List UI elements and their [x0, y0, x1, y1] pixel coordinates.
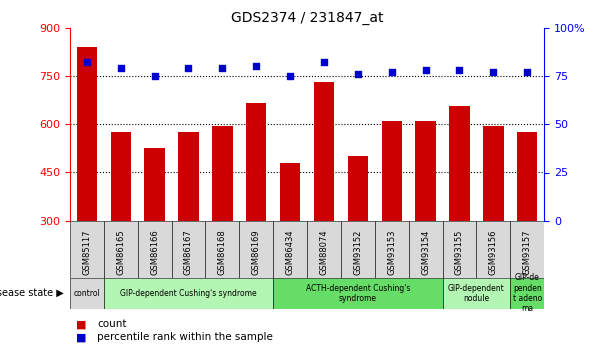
Text: GIP-de
penden
t adeno
ma: GIP-de penden t adeno ma [513, 273, 542, 313]
FancyBboxPatch shape [341, 221, 375, 278]
Bar [280, 163, 300, 221]
Text: control: control [74, 289, 100, 298]
Point [421, 67, 430, 73]
Text: GSM86165: GSM86165 [116, 229, 125, 275]
Text: GSM88074: GSM88074 [319, 229, 328, 275]
Bar [449, 107, 469, 221]
FancyBboxPatch shape [171, 221, 206, 278]
Text: GSM85117: GSM85117 [82, 229, 91, 275]
Text: GSM93156: GSM93156 [489, 229, 498, 275]
Bar [246, 103, 266, 221]
FancyBboxPatch shape [206, 221, 240, 278]
Point [218, 66, 227, 71]
Point [285, 73, 295, 79]
Bar [145, 148, 165, 221]
Bar [517, 132, 537, 221]
FancyBboxPatch shape [273, 278, 443, 309]
FancyBboxPatch shape [137, 221, 171, 278]
Text: GIP-dependent Cushing's syndrome: GIP-dependent Cushing's syndrome [120, 289, 257, 298]
Text: GSM86166: GSM86166 [150, 229, 159, 275]
Bar [178, 132, 199, 221]
Point [82, 60, 92, 65]
Text: GSM93152: GSM93152 [353, 229, 362, 275]
Title: GDS2374 / 231847_at: GDS2374 / 231847_at [231, 11, 383, 25]
Point [353, 71, 363, 77]
FancyBboxPatch shape [104, 221, 137, 278]
Bar [111, 132, 131, 221]
Point [455, 67, 465, 73]
Text: count: count [97, 319, 127, 329]
Bar [483, 126, 503, 221]
Text: GSM86434: GSM86434 [286, 229, 295, 275]
FancyBboxPatch shape [70, 221, 104, 278]
FancyBboxPatch shape [273, 221, 307, 278]
FancyBboxPatch shape [443, 221, 477, 278]
Text: percentile rank within the sample: percentile rank within the sample [97, 333, 273, 342]
Bar [415, 121, 436, 221]
Point [319, 60, 329, 65]
Bar [212, 126, 232, 221]
Text: GSM93153: GSM93153 [387, 229, 396, 275]
Point [251, 63, 261, 69]
Text: GSM93157: GSM93157 [523, 229, 532, 275]
Point [387, 69, 396, 75]
Point [150, 73, 159, 79]
Text: GSM86168: GSM86168 [218, 229, 227, 275]
Text: GIP-dependent
nodule: GIP-dependent nodule [448, 284, 505, 303]
Bar [348, 156, 368, 221]
Bar [382, 121, 402, 221]
Point [522, 69, 532, 75]
Point [184, 66, 193, 71]
FancyBboxPatch shape [240, 221, 273, 278]
FancyBboxPatch shape [70, 278, 104, 309]
Point [116, 66, 126, 71]
Bar [314, 82, 334, 221]
FancyBboxPatch shape [510, 221, 544, 278]
Text: GSM93154: GSM93154 [421, 229, 430, 275]
Text: GSM86169: GSM86169 [252, 229, 261, 275]
FancyBboxPatch shape [307, 221, 341, 278]
Text: ■: ■ [76, 319, 86, 329]
FancyBboxPatch shape [477, 221, 510, 278]
FancyBboxPatch shape [375, 221, 409, 278]
FancyBboxPatch shape [104, 278, 273, 309]
Text: ACTH-dependent Cushing's
syndrome: ACTH-dependent Cushing's syndrome [306, 284, 410, 303]
FancyBboxPatch shape [510, 278, 544, 309]
Text: GSM93155: GSM93155 [455, 229, 464, 275]
Text: GSM86167: GSM86167 [184, 229, 193, 275]
FancyBboxPatch shape [443, 278, 510, 309]
FancyBboxPatch shape [409, 221, 443, 278]
Bar [77, 47, 97, 221]
Text: ■: ■ [76, 333, 86, 342]
Point [488, 69, 498, 75]
Text: disease state ▶: disease state ▶ [0, 288, 64, 298]
